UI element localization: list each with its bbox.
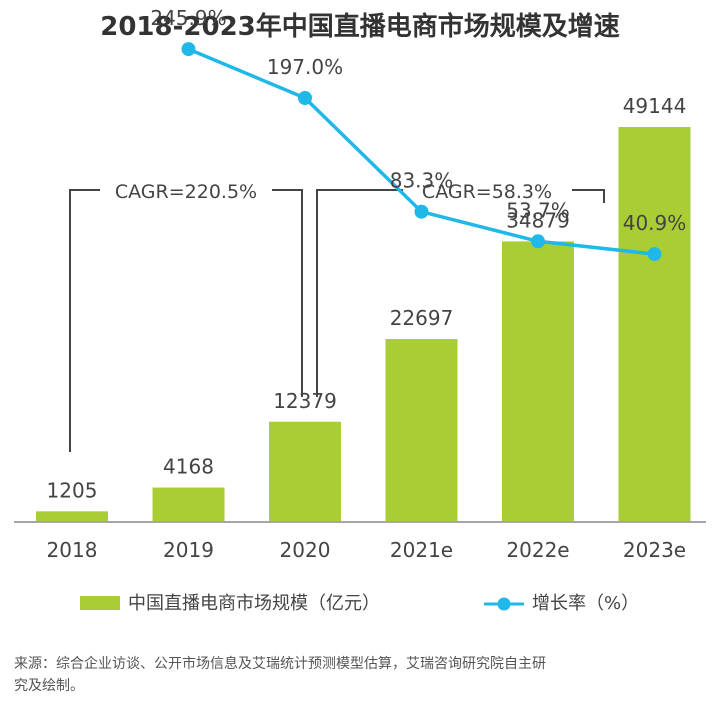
chart-title: 2018-2023年中国直播电商市场规模及增速 bbox=[100, 11, 620, 42]
rate-label-2021e: 83.3% bbox=[390, 169, 454, 193]
bar-2022e bbox=[502, 241, 574, 521]
bar-2020 bbox=[269, 421, 341, 521]
rate-label-2020: 197.0% bbox=[267, 55, 343, 79]
bar-label-2022e: 34879 bbox=[506, 208, 570, 232]
cagr-label-1: CAGR=220.5% bbox=[115, 181, 257, 203]
legend-line-marker bbox=[497, 597, 511, 611]
rate-label-2019: 245.9% bbox=[150, 6, 226, 30]
bar-2021e bbox=[385, 339, 458, 521]
x-tick-2023e: 2023e bbox=[623, 538, 686, 562]
source-line-1: 来源：综合企业访谈、公开市场信息及艾瑞统计预测模型估算，艾瑞咨询研究院自主研 bbox=[14, 655, 546, 672]
x-tick-2021e: 2021e bbox=[390, 538, 453, 562]
legend: 中国直播电商市场规模（亿元） 增长率（%） bbox=[80, 593, 639, 614]
x-axis-ticks: 2018 2019 2020 2021e 2022e 2023e bbox=[47, 538, 687, 562]
legend-bar-swatch bbox=[80, 596, 120, 610]
x-tick-2019: 2019 bbox=[163, 538, 214, 562]
bar-series bbox=[36, 127, 691, 521]
bar-value-labels: 1205 4168 12379 22697 34879 49144 bbox=[47, 94, 687, 502]
x-tick-2022e: 2022e bbox=[506, 538, 569, 562]
bar-label-2021e: 22697 bbox=[390, 306, 454, 330]
rate-point-2021e bbox=[414, 204, 429, 219]
cagr-bracket-right bbox=[316, 189, 605, 397]
bar-2019 bbox=[152, 487, 225, 521]
x-tick-2020: 2020 bbox=[280, 538, 331, 562]
rate-point-2022e bbox=[531, 234, 545, 249]
bar-2018 bbox=[36, 511, 108, 521]
bar-label-2018: 1205 bbox=[47, 478, 98, 502]
bar-label-2023e: 49144 bbox=[623, 94, 687, 118]
cagr-label-2: CAGR=58.3% bbox=[422, 181, 552, 203]
rate-point-2020 bbox=[298, 91, 312, 105]
source-line-2: 究及绘制。 bbox=[14, 678, 84, 694]
cagr-annotations: CAGR=220.5% CAGR=58.3% bbox=[69, 181, 605, 452]
cagr-bracket-left bbox=[69, 189, 303, 452]
x-tick-2018: 2018 bbox=[47, 538, 98, 562]
bar-2023e bbox=[618, 127, 691, 521]
rate-label-2022e: 53.7% bbox=[506, 198, 570, 222]
rate-point-2023e bbox=[647, 247, 662, 262]
rate-point-2019 bbox=[181, 42, 196, 57]
rate-label-2023e: 40.9% bbox=[623, 211, 687, 235]
bar-label-2019: 4168 bbox=[163, 455, 214, 479]
rate-line-path bbox=[187, 47, 655, 256]
legend-line-label: 增长率（%） bbox=[532, 593, 639, 614]
legend-bar-label: 中国直播电商市场规模（亿元） bbox=[128, 593, 380, 614]
rate-series: 245.9% 197.0% 83.3% 53.7% 40.9% bbox=[150, 6, 687, 262]
bar-label-2020: 12379 bbox=[273, 389, 337, 413]
